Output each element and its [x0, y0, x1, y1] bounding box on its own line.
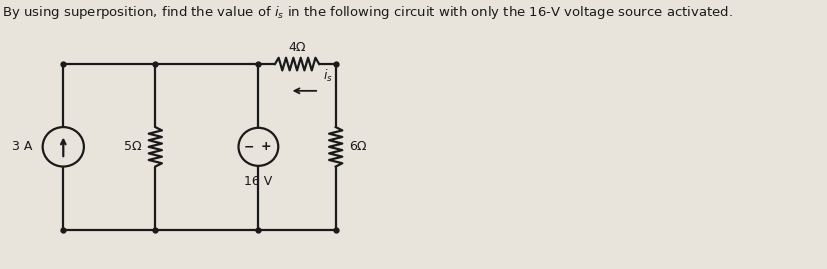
Text: +: + [261, 140, 270, 153]
Text: 16 V: 16 V [244, 175, 272, 188]
Text: $i_s$: $i_s$ [323, 68, 332, 84]
Text: 5Ω: 5Ω [124, 140, 142, 153]
Text: 6Ω: 6Ω [348, 140, 366, 153]
Text: By using superposition, find the value of $i_s$ in the following circuit with on: By using superposition, find the value o… [2, 4, 732, 21]
Text: −: − [243, 140, 254, 153]
Text: 3 A: 3 A [12, 140, 32, 153]
Text: 4Ω: 4Ω [288, 41, 305, 54]
